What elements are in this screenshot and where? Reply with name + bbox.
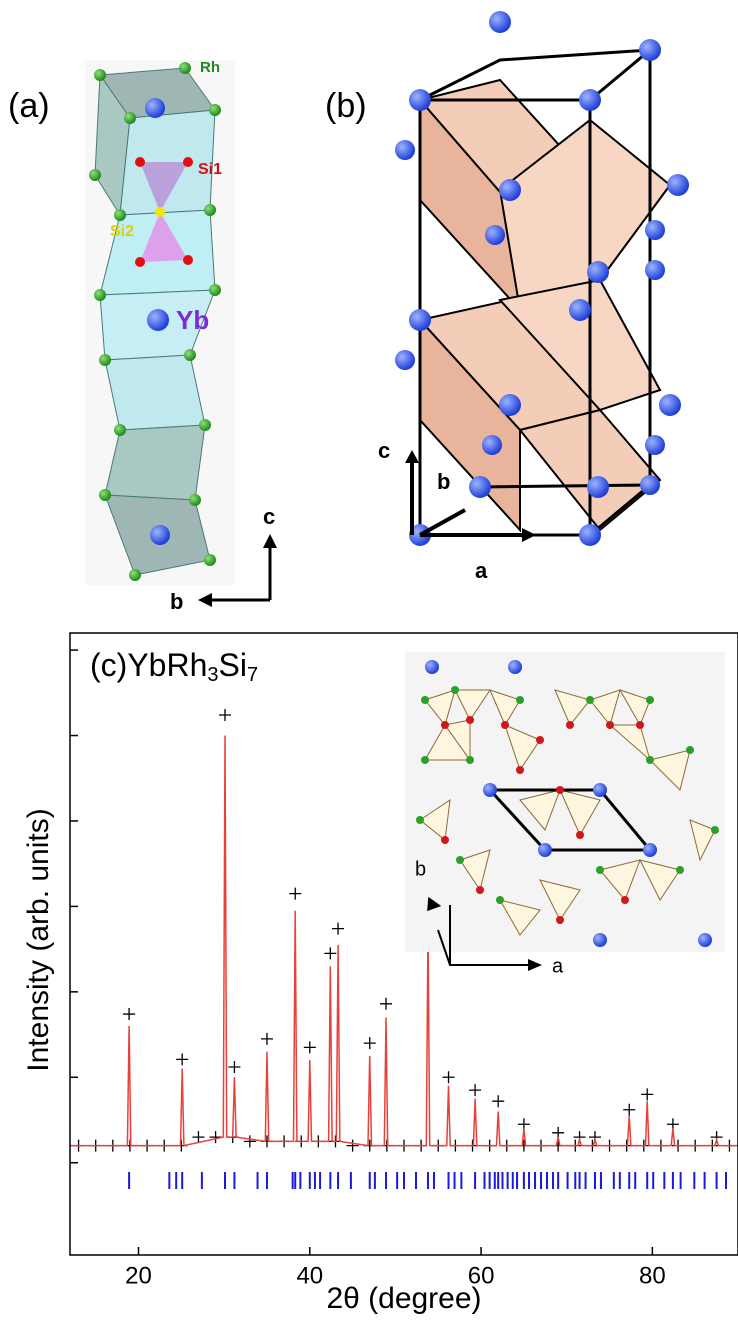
obs-point	[492, 1095, 505, 1108]
obs-point	[552, 1126, 565, 1139]
formula-part: 3	[207, 664, 218, 686]
arrowhead	[263, 534, 277, 548]
obs-point	[176, 1053, 189, 1066]
si2-atom	[155, 207, 165, 217]
atom-label: Si2	[110, 223, 134, 240]
obs-point	[641, 1088, 654, 1101]
obs-point	[123, 1008, 136, 1021]
yb-atoms	[395, 11, 689, 546]
rh-atoms	[416, 686, 719, 904]
axis-label: a	[475, 558, 488, 583]
panel-b: (b) c b a	[325, 11, 689, 583]
atom-label: Si1	[198, 161, 222, 178]
chart-title: (c)YbRh3Si7	[90, 647, 258, 686]
obs-point	[243, 1135, 256, 1148]
arrowhead	[405, 450, 419, 463]
triangle	[140, 212, 188, 262]
obs-point	[469, 1084, 482, 1097]
obs-point	[324, 947, 337, 960]
si-atoms	[441, 716, 644, 924]
formula-part: Si	[218, 647, 246, 683]
rh-atoms	[89, 62, 221, 581]
yb-atoms	[425, 660, 712, 947]
formula-part: 7	[247, 664, 258, 686]
triangle	[140, 162, 188, 212]
axis-label: b	[437, 469, 450, 494]
cells	[418, 78, 673, 533]
net	[419, 689, 716, 936]
panel-label: (b)	[325, 87, 367, 125]
axis-label: a	[552, 955, 564, 977]
arrowhead	[427, 896, 442, 912]
obs-point	[442, 1071, 455, 1084]
obs-point	[289, 887, 302, 900]
axis-label: c	[263, 504, 275, 529]
arrowhead	[198, 593, 212, 607]
polyhedron	[104, 424, 206, 501]
formula-part: YbRh	[127, 647, 207, 683]
obs-point	[228, 1061, 241, 1074]
obs-point	[623, 1103, 636, 1116]
axis-label: b	[415, 858, 426, 880]
obs-point	[332, 922, 345, 935]
obs-point	[303, 1041, 316, 1054]
obs-point	[517, 1118, 530, 1131]
x-tick-label: 60	[468, 1262, 495, 1289]
obs-point	[209, 1131, 222, 1144]
obs-point	[666, 1118, 679, 1131]
panel-a: (a) Rh Si1 Si2 Yb c b	[8, 59, 277, 614]
inset: b a	[405, 652, 725, 977]
si-atoms	[135, 157, 193, 267]
y-axis-label: Intensity (arb. units)	[22, 808, 55, 1071]
polyhedron	[104, 354, 206, 431]
x-tick-label: 40	[296, 1262, 323, 1289]
yb-atoms	[145, 98, 170, 545]
arrowhead	[528, 959, 542, 971]
obs-point	[192, 1131, 205, 1144]
axis-arrow	[437, 929, 530, 966]
axis-label: b	[170, 589, 183, 614]
panel-label: (c)	[90, 647, 127, 683]
obs-point	[219, 709, 232, 722]
obs-point	[380, 997, 393, 1010]
axis-arrow	[419, 508, 466, 537]
x-tick-label: 80	[639, 1262, 666, 1289]
obs-point	[260, 1032, 273, 1045]
atom-label: Yb	[176, 305, 209, 335]
arrowhead	[522, 528, 536, 542]
atom-label: Rh	[200, 59, 220, 76]
axis-label: c	[378, 438, 390, 463]
panel-label: (a)	[8, 87, 50, 125]
obs-point	[346, 1139, 359, 1152]
obs-point	[363, 1037, 376, 1050]
plot-frame	[69, 632, 738, 1256]
x-axis-label: 2θ (degree)	[326, 1282, 481, 1315]
x-tick-label: 20	[125, 1262, 152, 1289]
